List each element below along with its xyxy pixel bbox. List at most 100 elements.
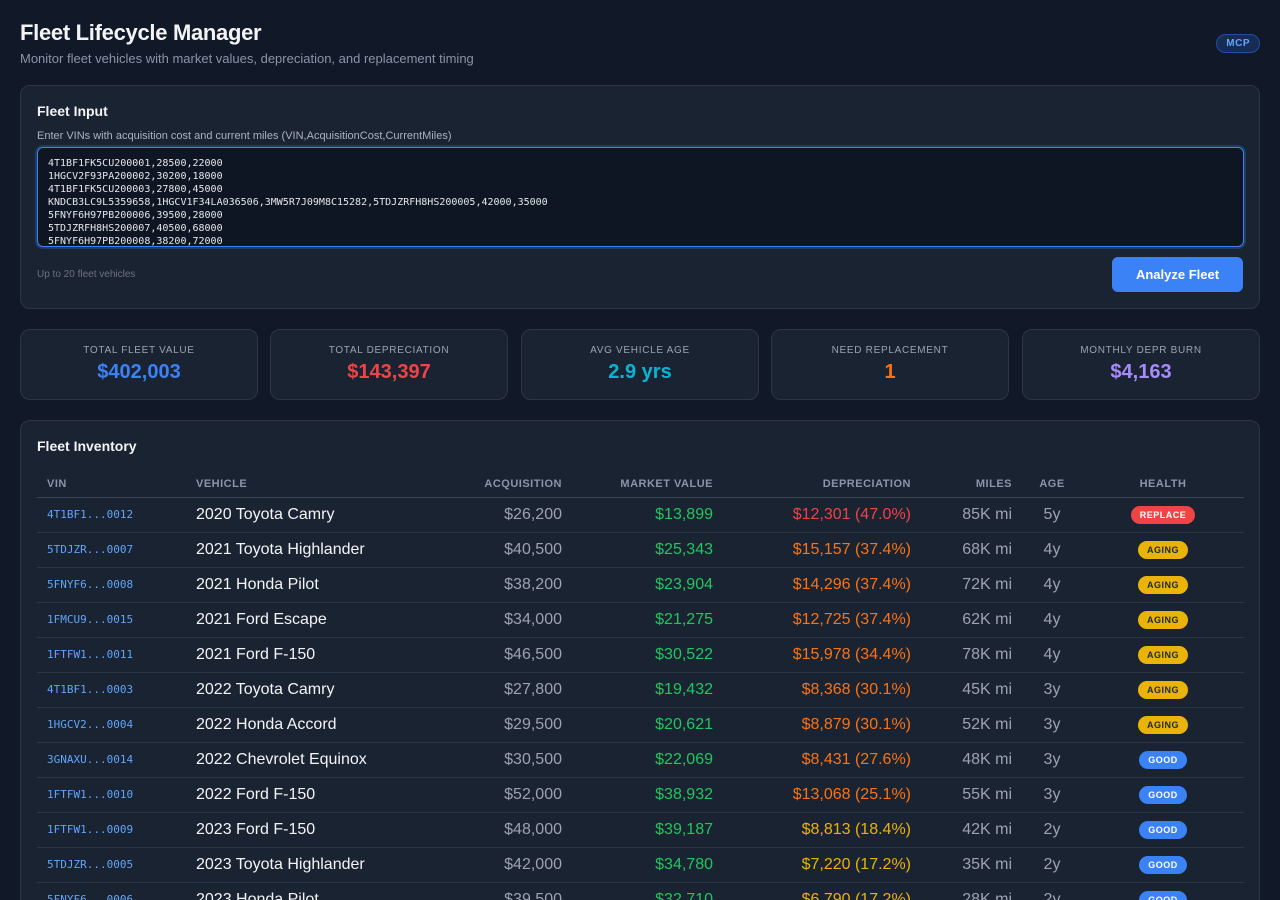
health-status-badge: AGING — [1137, 646, 1188, 664]
health-cell: AGING — [1082, 532, 1244, 568]
table-row[interactable]: 1FTFW1...0011 2021 Ford F-150 $46,500 $30,5… — [37, 637, 1244, 673]
market-value-cell: $39,187 — [572, 812, 723, 848]
vin-cell[interactable]: 1FTFW1...0011 — [37, 637, 186, 673]
vehicle-limit-note: Up to 20 fleet vehicles — [37, 269, 136, 280]
health-cell: AGING — [1082, 672, 1244, 708]
vehicle-cell: 2021 Toyota Highlander — [186, 532, 396, 568]
vin-cell[interactable]: 1HGCV2...0004 — [37, 707, 186, 743]
age-cell: 4y — [1022, 602, 1082, 638]
health-status-badge: GOOD — [1139, 821, 1187, 839]
age-cell: 2y — [1022, 847, 1082, 883]
depreciation-cell: $12,301 (47.0%) — [723, 497, 921, 533]
page-header: Fleet Lifecycle Manager Monitor fleet ve… — [20, 20, 1260, 70]
acquisition-cell: $46,500 — [396, 637, 572, 673]
health-status-badge: AGING — [1137, 681, 1188, 699]
vehicle-cell: 2020 Toyota Camry — [186, 497, 396, 533]
table-row[interactable]: 1FTFW1...0009 2023 Ford F-150 $48,000 $39,1… — [37, 812, 1244, 848]
column-header-health[interactable]: HEALTH — [1082, 472, 1244, 498]
vin-cell[interactable]: 4T1BF1...0003 — [37, 672, 186, 708]
table-row[interactable]: 5FNYF6...0008 2021 Honda Pilot $38,200 $23,… — [37, 567, 1244, 603]
acquisition-cell: $38,200 — [396, 567, 572, 603]
market-value-cell: $25,343 — [572, 532, 723, 568]
vehicle-cell: 2021 Ford F-150 — [186, 637, 396, 673]
table-row[interactable]: 1HGCV2...0004 2022 Honda Accord $29,500 $20… — [37, 707, 1244, 743]
column-header-depreciation[interactable]: DEPRECIATION — [723, 472, 921, 498]
vin-cell[interactable]: 1FTFW1...0009 — [37, 812, 186, 848]
table-row[interactable]: 4T1BF1...0012 2020 Toyota Camry $26,200 $13… — [37, 497, 1244, 533]
health-cell: AGING — [1082, 707, 1244, 743]
table-row[interactable]: 1FMCU9...0015 2021 Ford Escape $34,000 $21,… — [37, 602, 1244, 638]
column-header-vin[interactable]: VIN — [37, 472, 186, 498]
column-header-miles[interactable]: MILES — [921, 472, 1022, 498]
acquisition-cell: $34,000 — [396, 602, 572, 638]
depreciation-cell: $7,220 (17.2%) — [723, 847, 921, 883]
depreciation-cell: $14,296 (37.4%) — [723, 567, 921, 603]
health-cell: AGING — [1082, 602, 1244, 638]
age-cell: 4y — [1022, 567, 1082, 603]
vin-cell[interactable]: 3GNAXU...0014 — [37, 742, 186, 778]
stat-monthly-depr-burn: MONTHLY DEPR BURN $4,163 — [1022, 329, 1260, 400]
vin-textarea[interactable] — [37, 147, 1244, 247]
column-header-market-value[interactable]: MARKET VALUE — [572, 472, 723, 498]
health-cell: GOOD — [1082, 847, 1244, 883]
stat-avg-vehicle-age: AVG VEHICLE AGE 2.9 yrs — [521, 329, 759, 400]
vehicle-cell: 2023 Toyota Highlander — [186, 847, 396, 883]
acquisition-cell: $48,000 — [396, 812, 572, 848]
page-title: Fleet Lifecycle Manager — [20, 20, 262, 45]
age-cell: 3y — [1022, 707, 1082, 743]
depreciation-cell: $8,879 (30.1%) — [723, 707, 921, 743]
miles-cell: 42K mi — [921, 812, 1022, 848]
health-status-badge: GOOD — [1139, 856, 1187, 874]
fleet-inventory-card: Fleet Inventory VIN VEHICLE ACQUISITION … — [20, 420, 1260, 900]
analyze-fleet-button[interactable]: Analyze Fleet — [1112, 257, 1243, 292]
vin-cell[interactable]: 5TDJZR...0005 — [37, 847, 186, 883]
vin-cell[interactable]: 1FTFW1...0010 — [37, 777, 186, 813]
vin-cell[interactable]: 5FNYF6...0006 — [37, 882, 186, 900]
age-cell: 3y — [1022, 777, 1082, 813]
column-header-vehicle[interactable]: VEHICLE — [186, 472, 396, 498]
market-value-cell: $20,621 — [572, 707, 723, 743]
column-header-age[interactable]: AGE — [1022, 472, 1082, 498]
fleet-inventory-table: VIN VEHICLE ACQUISITION MARKET VALUE DEP… — [37, 472, 1244, 900]
vin-cell[interactable]: 1FMCU9...0015 — [37, 602, 186, 638]
fleet-inventory-title: Fleet Inventory — [37, 438, 137, 454]
acquisition-cell: $27,800 — [396, 672, 572, 708]
table-row[interactable]: 5TDJZR...0007 2021 Toyota Highlander $40,5… — [37, 532, 1244, 568]
miles-cell: 72K mi — [921, 567, 1022, 603]
market-value-cell: $19,432 — [572, 672, 723, 708]
stat-label: AVG VEHICLE AGE — [590, 345, 690, 356]
stat-total-fleet-value: TOTAL FLEET VALUE $402,003 — [20, 329, 258, 400]
acquisition-cell: $39,500 — [396, 882, 572, 900]
age-cell: 3y — [1022, 742, 1082, 778]
vehicle-cell: 2021 Honda Pilot — [186, 567, 396, 603]
table-row[interactable]: 1FTFW1...0010 2022 Ford F-150 $52,000 $38,9… — [37, 777, 1244, 813]
miles-cell: 62K mi — [921, 602, 1022, 638]
vin-cell[interactable]: 4T1BF1...0012 — [37, 497, 186, 533]
table-row[interactable]: 5TDJZR...0005 2023 Toyota Highlander $42,0… — [37, 847, 1244, 883]
depreciation-cell: $15,978 (34.4%) — [723, 637, 921, 673]
depreciation-cell: $8,431 (27.6%) — [723, 742, 921, 778]
table-row[interactable]: 3GNAXU...0014 2022 Chevrolet Equinox $30,5… — [37, 742, 1244, 778]
vehicle-cell: 2022 Ford F-150 — [186, 777, 396, 813]
miles-cell: 78K mi — [921, 637, 1022, 673]
miles-cell: 52K mi — [921, 707, 1022, 743]
age-cell: 4y — [1022, 532, 1082, 568]
stat-need-replacement: NEED REPLACEMENT 1 — [771, 329, 1009, 400]
acquisition-cell: $40,500 — [396, 532, 572, 568]
column-header-acquisition[interactable]: ACQUISITION — [396, 472, 572, 498]
health-status-badge: AGING — [1137, 716, 1188, 734]
vin-cell[interactable]: 5FNYF6...0008 — [37, 567, 186, 603]
vehicle-cell: 2022 Honda Accord — [186, 707, 396, 743]
vin-cell[interactable]: 5TDJZR...0007 — [37, 532, 186, 568]
health-status-badge: GOOD — [1139, 786, 1187, 804]
miles-cell: 28K mi — [921, 882, 1022, 900]
age-cell: 4y — [1022, 637, 1082, 673]
miles-cell: 68K mi — [921, 532, 1022, 568]
acquisition-cell: $42,000 — [396, 847, 572, 883]
market-value-cell: $13,899 — [572, 497, 723, 533]
health-status-badge: AGING — [1137, 541, 1188, 559]
stat-value: $4,163 — [1110, 361, 1172, 383]
miles-cell: 48K mi — [921, 742, 1022, 778]
table-row[interactable]: 4T1BF1...0003 2022 Toyota Camry $27,800 $19… — [37, 672, 1244, 708]
table-row[interactable]: 5FNYF6...0006 2023 Honda Pilot $39,500 $32,… — [37, 882, 1244, 900]
